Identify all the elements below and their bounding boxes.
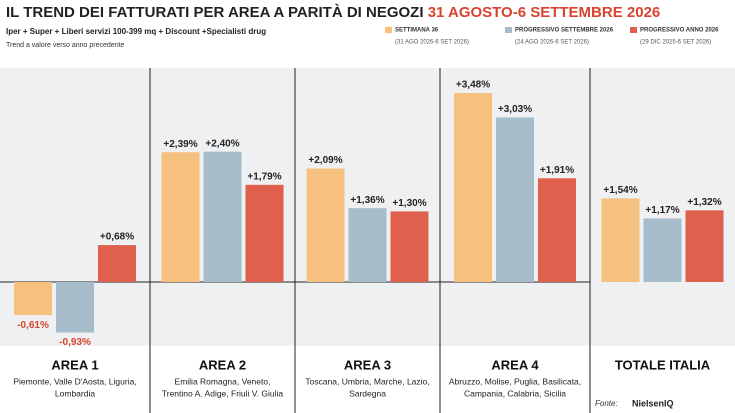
- category-label: AREA 4: [491, 357, 539, 372]
- value-label: -0,61%: [17, 320, 49, 331]
- value-label: -0,93%: [59, 337, 91, 348]
- bar: [685, 210, 724, 282]
- legend-label: SETTIMANA 36: [395, 28, 439, 34]
- source: NielsenIQ: [632, 398, 674, 408]
- value-label: +1,32%: [687, 197, 721, 208]
- chart-title: IL TREND DEI FATTURATI PER AREA A PARITÀ…: [6, 4, 660, 21]
- category-description: Campania, Calabria, Sicilia: [464, 388, 566, 398]
- note: Trend a valore verso anno precedente: [6, 42, 125, 49]
- value-label: +2,40%: [205, 138, 239, 149]
- source-label: Fonte:: [595, 399, 618, 408]
- legend-swatch: [630, 27, 637, 33]
- bar: [14, 282, 52, 316]
- legend-swatch: [505, 27, 512, 33]
- category-label: AREA 2: [199, 357, 246, 372]
- legend-period: (24 AGO 2026-6 SET 2026): [515, 40, 589, 46]
- bar: [496, 117, 534, 282]
- category-label: TOTALE ITALIA: [615, 357, 711, 372]
- category-description: Lombardia: [55, 388, 95, 398]
- value-label: +1,36%: [350, 195, 384, 206]
- legend-label: PROGRESSIVO SETTEMBRE 2026: [515, 28, 614, 34]
- bar: [203, 151, 242, 282]
- value-label: +1,17%: [645, 205, 679, 216]
- bar: [98, 245, 136, 282]
- value-label: +1,30%: [392, 198, 426, 209]
- legend-period: (29 DIC 2025-6 SET 2026): [640, 40, 711, 46]
- value-label: +3,03%: [498, 104, 532, 115]
- bar: [643, 218, 682, 282]
- value-label: +1,79%: [247, 171, 281, 182]
- bar: [348, 208, 387, 282]
- value-label: +3,48%: [456, 80, 490, 91]
- category-description: Toscana, Umbria, Marche, Lazio,: [305, 376, 429, 386]
- bar: [306, 168, 345, 282]
- bar: [454, 93, 492, 282]
- subtitle: Iper + Super + Liberi servizi 100-399 mq…: [6, 27, 266, 36]
- category-description: Abruzzo, Molise, Puglia, Basilicata,: [449, 376, 581, 386]
- bar: [390, 211, 429, 282]
- value-label: +2,09%: [308, 155, 342, 166]
- legend-period: (31 AGO 2026-6 SET 2026): [395, 40, 469, 46]
- bar: [161, 152, 200, 282]
- value-label: +0,68%: [100, 232, 134, 243]
- legend-swatch: [385, 27, 392, 33]
- bar: [56, 282, 94, 333]
- value-label: +2,39%: [163, 139, 197, 150]
- category-description: Emilia Romagna, Veneto,: [175, 376, 271, 386]
- category-label: AREA 3: [344, 357, 391, 372]
- category-label: AREA 1: [51, 357, 98, 372]
- legend-label: PROGRESSIVO ANNO 2026: [640, 28, 719, 34]
- bar: [601, 198, 640, 282]
- category-description: Trentino A. Adige, Friuli V. Giulia: [162, 388, 284, 398]
- value-label: +1,54%: [603, 185, 637, 196]
- bar: [245, 184, 284, 282]
- value-label: +1,91%: [540, 165, 574, 176]
- category-description: Sardegna: [349, 388, 386, 398]
- category-description: Piemonte, Valle D'Aosta, Liguria,: [13, 376, 136, 386]
- bar: [538, 178, 576, 282]
